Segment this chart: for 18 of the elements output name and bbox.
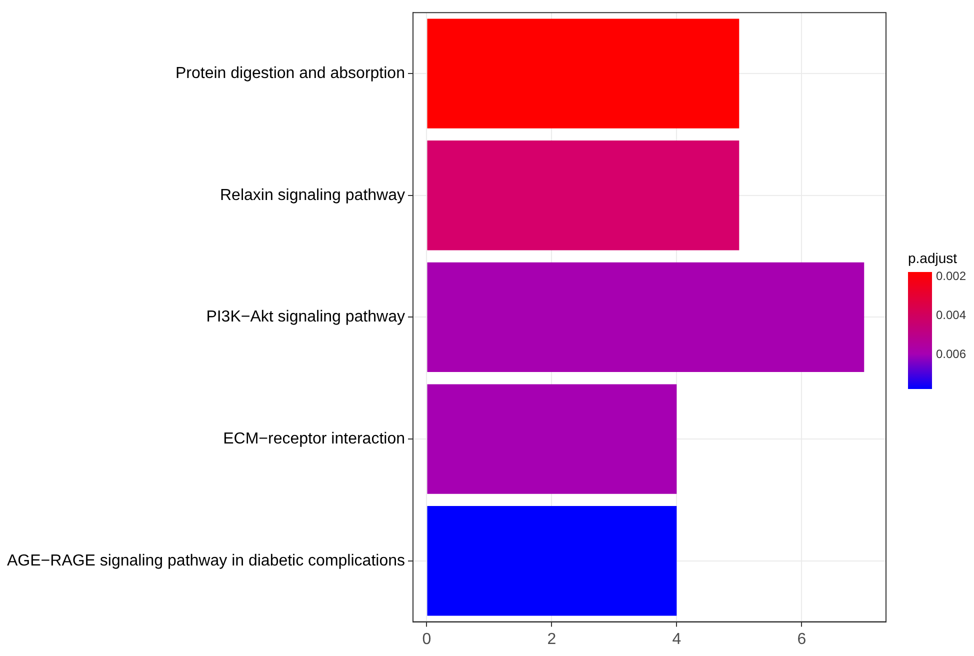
color-bar-label: 0.002 xyxy=(936,268,966,283)
color-bar-label: 0.004 xyxy=(936,308,966,322)
x-tick-label: 2 xyxy=(547,630,556,648)
y-tick-label: ECM−receptor interaction xyxy=(223,430,405,448)
bar xyxy=(427,140,740,250)
bar xyxy=(427,262,864,372)
bar xyxy=(427,18,740,128)
x-tick-label: 4 xyxy=(672,630,682,648)
y-tick-label: Protein digestion and absorption xyxy=(175,64,405,82)
x-tick-label: 0 xyxy=(422,630,432,648)
y-tick-label: AGE−RAGE signaling pathway in diabetic complications xyxy=(7,552,405,570)
y-tick-label: Relaxin signaling pathway xyxy=(220,186,405,204)
color-bar-label: 0.006 xyxy=(936,346,966,361)
bar xyxy=(427,384,677,494)
color-bar-title: p.adjust xyxy=(908,250,958,266)
bar xyxy=(427,506,677,616)
x-tick-label: 6 xyxy=(797,630,806,648)
y-tick-label: PI3K−Akt signaling pathway xyxy=(206,308,405,326)
